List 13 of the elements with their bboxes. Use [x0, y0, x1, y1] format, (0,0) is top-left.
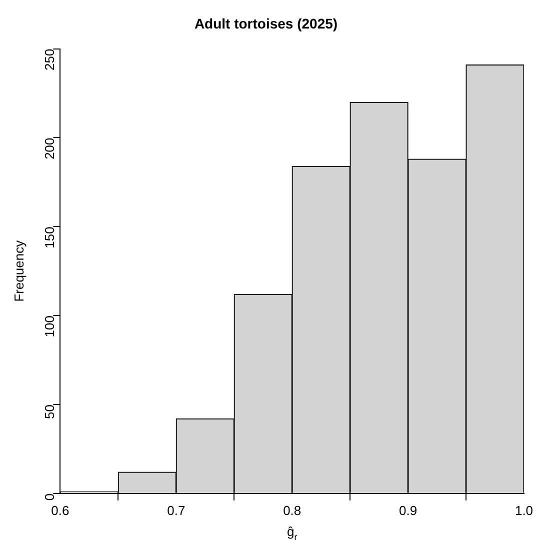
- x-tick-label: 0.7: [167, 502, 186, 518]
- y-axis-title: Frequency: [11, 240, 26, 302]
- chart-title: Adult tortoises (2025): [194, 15, 338, 32]
- x-tick-label: 0.6: [51, 502, 70, 518]
- y-tick-label: 50: [42, 404, 57, 419]
- y-tick-label: 100: [42, 316, 57, 338]
- x-tick-label: 0.9: [399, 502, 418, 518]
- x-tick-label: 1.0: [514, 502, 534, 518]
- y-tick-label: 250: [42, 48, 57, 71]
- y-tick-label: 150: [42, 226, 57, 248]
- y-tick-label: 200: [42, 138, 57, 160]
- x-tick-label: 0.8: [283, 502, 302, 518]
- y-tick-label: 0: [42, 493, 57, 501]
